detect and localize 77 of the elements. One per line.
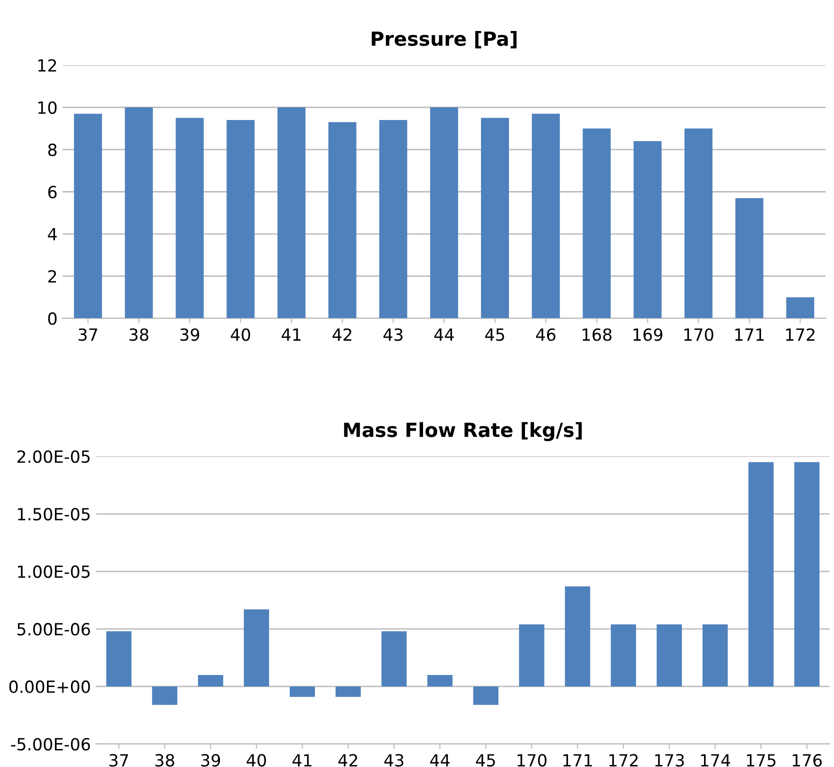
x-tick-label: 38: [155, 754, 174, 767]
chart-title: Mass Flow Rate [kg/s]: [344, 422, 582, 442]
bar: [748, 462, 774, 686]
x-tick-label: 43: [384, 754, 404, 767]
x-tick-label: 44: [434, 328, 454, 341]
bar: [328, 122, 356, 318]
y-tick-label: 0.00E+00: [9, 680, 90, 694]
y-tick-label: 1.50E-05: [18, 508, 90, 520]
y-tick-label: 2: [48, 270, 56, 282]
x-tick-label: 175: [746, 754, 776, 767]
bar: [794, 462, 820, 686]
x-tick-label: 45: [485, 328, 504, 341]
x-tick-label: 46: [536, 328, 556, 341]
x-tick-label: 171: [735, 328, 764, 341]
x-tick-label: 172: [786, 328, 814, 341]
y-tick-label: 12: [38, 59, 56, 72]
x-tick-label: 42: [332, 328, 352, 341]
x-tick-label: 176: [792, 754, 822, 767]
y-tick-label: 8: [48, 144, 57, 156]
x-tick-label: 38: [130, 328, 148, 341]
bar: [277, 107, 306, 318]
y-tick-label: 1.00E-05: [18, 565, 90, 578]
bar: [198, 674, 224, 686]
bar: [519, 624, 544, 686]
x-tick-label: 43: [383, 328, 402, 341]
x-tick-label: 171: [563, 754, 592, 766]
x-tick-label: 42: [338, 754, 358, 766]
x-tick-label: 37: [78, 328, 98, 341]
bar: [702, 624, 728, 686]
bar: [106, 631, 132, 686]
x-tick-label: 170: [518, 754, 546, 767]
bar: [381, 631, 407, 686]
y-tick-label: 4: [48, 228, 57, 240]
x-tick-label: 44: [430, 754, 450, 766]
bar: [786, 297, 814, 318]
x-tick-label: 39: [201, 754, 220, 767]
bar: [564, 586, 590, 686]
bar: [74, 114, 102, 318]
bar: [152, 686, 178, 705]
y-tick-label: 2.00E-05: [17, 450, 90, 463]
bar: [290, 686, 315, 697]
bar: [176, 118, 204, 318]
bar: [480, 118, 509, 318]
bar: [684, 128, 712, 318]
x-tick-label: 39: [180, 328, 200, 341]
x-tick-label: 37: [110, 754, 128, 767]
bar: [532, 114, 560, 318]
chart-title: Pressure [Pa]: [372, 30, 517, 48]
x-tick-label: 172: [609, 754, 638, 766]
bar: [430, 107, 458, 318]
bar: [610, 624, 636, 686]
x-tick-label: 45: [476, 754, 495, 767]
bar: [336, 686, 361, 697]
bar: [226, 120, 255, 318]
y-tick-label: 5.00E-06: [17, 622, 90, 636]
y-tick-label: 10: [38, 101, 57, 114]
bar: [656, 624, 682, 686]
x-tick-label: 168: [582, 328, 612, 341]
x-tick-label: 41: [292, 754, 312, 766]
y-tick-label: 0: [48, 312, 57, 325]
bar: [582, 128, 611, 318]
bar: [379, 120, 408, 318]
y-tick-label: 6: [48, 186, 57, 198]
x-tick-label: 174: [701, 754, 730, 766]
bar: [634, 141, 662, 318]
bar: [735, 198, 764, 318]
bar: [124, 107, 153, 318]
x-tick-label: 169: [634, 328, 662, 341]
y-tick-label: -5.00E-06: [10, 738, 90, 751]
bar: [427, 674, 453, 686]
x-tick-label: 40: [246, 754, 266, 767]
x-tick-label: 173: [655, 754, 684, 767]
x-tick-label: 40: [230, 328, 250, 341]
bar: [244, 609, 270, 686]
x-tick-label: 41: [282, 328, 301, 341]
bar: [473, 686, 498, 705]
x-tick-label: 170: [684, 328, 714, 341]
